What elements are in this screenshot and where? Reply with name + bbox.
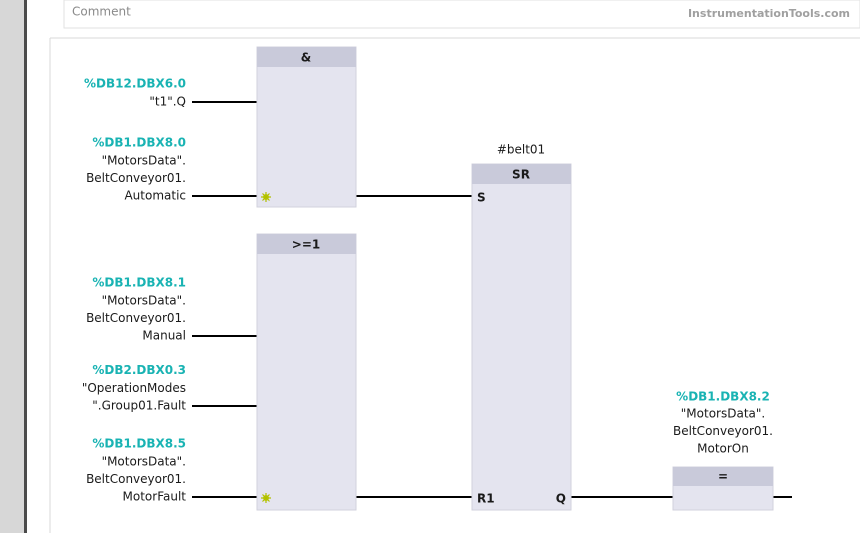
operand-name: ".Group01.Fault xyxy=(92,399,186,413)
instance-name: #belt01 xyxy=(497,143,545,157)
assign-block[interactable]: = xyxy=(672,466,774,511)
operand-name: Manual xyxy=(142,329,186,343)
operand-name: "t1".Q xyxy=(149,95,186,109)
operand-name: MotorFault xyxy=(123,490,187,504)
or-block[interactable]: >=1 xyxy=(256,233,357,511)
operand-name: Automatic xyxy=(124,189,186,203)
operand-name: "MotorsData". xyxy=(681,407,765,421)
add-input-marker[interactable] xyxy=(261,192,271,202)
side-panel xyxy=(0,0,24,533)
pin-label: S xyxy=(477,191,486,205)
wires xyxy=(192,101,792,498)
block-title: = xyxy=(718,470,728,484)
operand-name: BeltConveyor01. xyxy=(86,171,186,185)
panel-border xyxy=(24,0,27,533)
operand-address: %DB1.DBX8.1 xyxy=(92,276,186,290)
pin-label: R1 xyxy=(477,492,495,506)
block-title: SR xyxy=(512,168,530,182)
operand-name: "MotorsData". xyxy=(102,154,186,168)
operand-address: %DB12.DBX6.0 xyxy=(84,77,186,91)
operand-name: BeltConveyor01. xyxy=(673,424,773,438)
operand-address: %DB2.DBX0.3 xyxy=(92,363,186,377)
comment-label: Comment xyxy=(72,5,131,19)
operand-address: %DB1.DBX8.5 xyxy=(92,437,186,451)
comment-box[interactable] xyxy=(63,0,860,29)
operand-name: BeltConveyor01. xyxy=(86,472,186,486)
watermark: InstrumentationTools.com xyxy=(688,7,850,20)
operand-name: "MotorsData". xyxy=(102,294,186,308)
operand-address: %DB1.DBX8.2 xyxy=(676,390,770,404)
sr-block[interactable]: SR S R1 Q xyxy=(471,163,572,511)
block-title: >=1 xyxy=(292,238,320,252)
and-block[interactable]: & xyxy=(256,46,357,208)
add-input-marker[interactable] xyxy=(261,493,271,503)
operand-name: BeltConveyor01. xyxy=(86,311,186,325)
operand-name: "MotorsData". xyxy=(102,455,186,469)
operand-address: %DB1.DBX8.0 xyxy=(92,136,186,150)
block-title: & xyxy=(301,51,311,65)
operand-name: MotorOn xyxy=(697,442,749,456)
pin-label: Q xyxy=(556,492,566,506)
operand-name: "OperationModes xyxy=(82,381,186,395)
